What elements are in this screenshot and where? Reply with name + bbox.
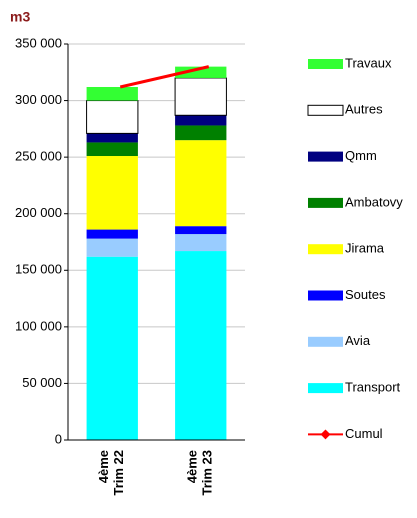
y-tick-label: 100 000 bbox=[15, 318, 62, 333]
x-tick-label-line: Trim 22 bbox=[111, 450, 126, 496]
legend-swatch bbox=[308, 197, 343, 208]
bar-segment bbox=[174, 77, 227, 116]
legend-label: Cumul bbox=[345, 426, 383, 441]
legend-swatch bbox=[308, 383, 343, 394]
bar-segment bbox=[86, 156, 138, 230]
y-tick-label: 200 000 bbox=[15, 205, 62, 220]
x-tick-label-line: 4ème bbox=[96, 450, 111, 483]
bar-segment bbox=[86, 86, 138, 101]
bar-segment bbox=[175, 226, 227, 235]
y-tick-label: 250 000 bbox=[15, 149, 62, 164]
bar-segment bbox=[175, 125, 227, 141]
legend-label: Qmm bbox=[345, 148, 377, 163]
legend-swatch bbox=[308, 336, 343, 347]
bar-segment bbox=[86, 100, 139, 134]
x-tick-label-line: Trim 23 bbox=[200, 450, 215, 496]
x-tick-label: 4èmeTrim 22 bbox=[96, 450, 126, 496]
legend-swatch bbox=[308, 244, 343, 255]
legend-label: Jirama bbox=[345, 241, 385, 256]
bar-segment bbox=[175, 234, 227, 252]
legend-label: Ambatovy bbox=[345, 194, 403, 209]
legend-label: Soutes bbox=[345, 287, 386, 302]
bar-segment bbox=[86, 229, 138, 239]
legend-label: Transport bbox=[345, 380, 401, 395]
cumul-line bbox=[119, 65, 210, 89]
chart-title: m3 bbox=[10, 9, 30, 25]
bar-segment bbox=[175, 140, 227, 227]
y-tick-label: 350 000 bbox=[15, 35, 62, 50]
y-tick-label: 150 000 bbox=[15, 262, 62, 277]
bar-segment bbox=[86, 256, 138, 440]
bar-segment bbox=[86, 238, 138, 257]
y-tick-label: 300 000 bbox=[15, 92, 62, 107]
legend-swatch bbox=[308, 151, 343, 162]
y-tick-label: 0 bbox=[55, 431, 62, 446]
bar-segment bbox=[175, 66, 227, 78]
x-tick-label: 4èmeTrim 23 bbox=[185, 450, 215, 496]
bar-segment bbox=[86, 142, 138, 157]
legend-label: Autres bbox=[345, 102, 383, 117]
legend-swatch bbox=[307, 104, 344, 116]
legend-swatch bbox=[308, 290, 343, 301]
legend-label: Avia bbox=[345, 333, 371, 348]
legend-marker bbox=[320, 429, 331, 440]
bar-segment bbox=[175, 115, 227, 126]
legend-label: Travaux bbox=[345, 55, 392, 70]
y-tick-label: 50 000 bbox=[22, 375, 62, 390]
bar-segment bbox=[175, 251, 227, 440]
bar-segment bbox=[86, 133, 138, 143]
x-tick-label-line: 4ème bbox=[185, 450, 200, 483]
legend-swatch bbox=[308, 59, 343, 69]
